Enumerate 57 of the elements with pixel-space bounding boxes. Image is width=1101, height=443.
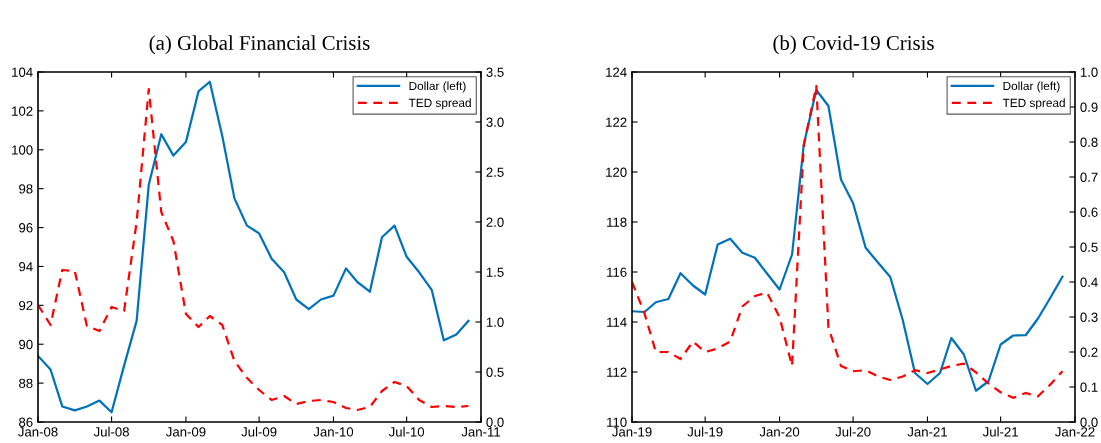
y2-tick-label: 0.3 <box>1080 312 1098 322</box>
y-tick-label: 94 <box>19 262 33 272</box>
y2-tick-label: 1.0 <box>1080 67 1098 77</box>
y-tick-label: 92 <box>19 300 33 311</box>
y2-tick-label: 0.6 <box>1080 207 1098 217</box>
y2-tick-label: 0.7 <box>1080 172 1098 182</box>
y2-tick-label: 0.9 <box>1080 102 1098 112</box>
legend-label: Dollar (left) <box>409 81 466 93</box>
y2-tick-label: 3.5 <box>486 67 504 77</box>
x-tick-label: Jul-20 <box>835 426 871 437</box>
legend-label: TED spread <box>1002 98 1065 110</box>
x-tick-label: Jan-21 <box>907 427 947 437</box>
y-tick-label: 96 <box>19 223 33 233</box>
y-tick-label: 88 <box>19 378 33 389</box>
x-tick-label: Jul-08 <box>93 426 129 437</box>
x-tick-label: Jul-19 <box>687 426 723 437</box>
y-tick-label: 116 <box>607 267 627 277</box>
y-tick-label: 86 <box>19 417 33 427</box>
x-tick-label: Jan-08 <box>18 427 58 437</box>
chart-title: (b) Covid-19 Crisis <box>773 35 934 55</box>
y2-tick-label: 0.1 <box>1080 382 1098 392</box>
x-tick-label: Jan-19 <box>612 427 652 437</box>
y-tick-label: 118 <box>607 217 627 227</box>
x-tick-label: Jan-11 <box>461 427 501 437</box>
chart-title: (a) Global Financial Crisis <box>149 35 370 55</box>
y2-tick-label: 0.0 <box>486 417 504 427</box>
y2-tick-label: 0.4 <box>1080 277 1098 287</box>
x-tick-label: Jul-10 <box>388 426 425 437</box>
x-tick-label: Jan-09 <box>165 427 206 437</box>
y-tick-label: 100 <box>12 145 33 155</box>
y-tick-label: 124 <box>606 67 627 77</box>
y2-tick-label: 3.0 <box>486 117 504 127</box>
y-tick-label: 120 <box>606 167 627 177</box>
y-tick-label: 110 <box>607 417 627 427</box>
y-tick-label: 104 <box>12 67 33 77</box>
y2-tick-label: 0.0 <box>1080 417 1098 427</box>
y2-tick-label: 0.5 <box>1080 242 1098 252</box>
y-tick-label: 112 <box>607 367 627 377</box>
x-tick-label: Jul-09 <box>241 426 277 437</box>
y-tick-label: 122 <box>606 117 627 127</box>
y2-tick-label: 0.2 <box>1080 347 1098 357</box>
y2-tick-label: 2.0 <box>486 217 504 227</box>
x-tick-label: Jul-21 <box>982 426 1018 437</box>
legend-label: Dollar (left) <box>1003 81 1060 93</box>
x-tick-label: Jan-20 <box>759 427 800 437</box>
y2-tick-label: 1.0 <box>486 317 504 327</box>
legend-label: TED spread <box>408 98 471 110</box>
y2-tick-label: 0.8 <box>1080 137 1098 147</box>
y2-tick-label: 0.5 <box>486 367 504 377</box>
y-tick-label: 114 <box>607 317 627 327</box>
x-tick-label: Jan-10 <box>313 427 354 437</box>
y-tick-label: 98 <box>19 184 33 194</box>
y-tick-label: 90 <box>19 339 33 350</box>
y-tick-label: 102 <box>12 106 33 116</box>
x-tick-label: Jan-22 <box>1055 427 1095 437</box>
y2-tick-label: 2.5 <box>486 167 504 177</box>
y2-tick-label: 1.5 <box>486 267 504 277</box>
